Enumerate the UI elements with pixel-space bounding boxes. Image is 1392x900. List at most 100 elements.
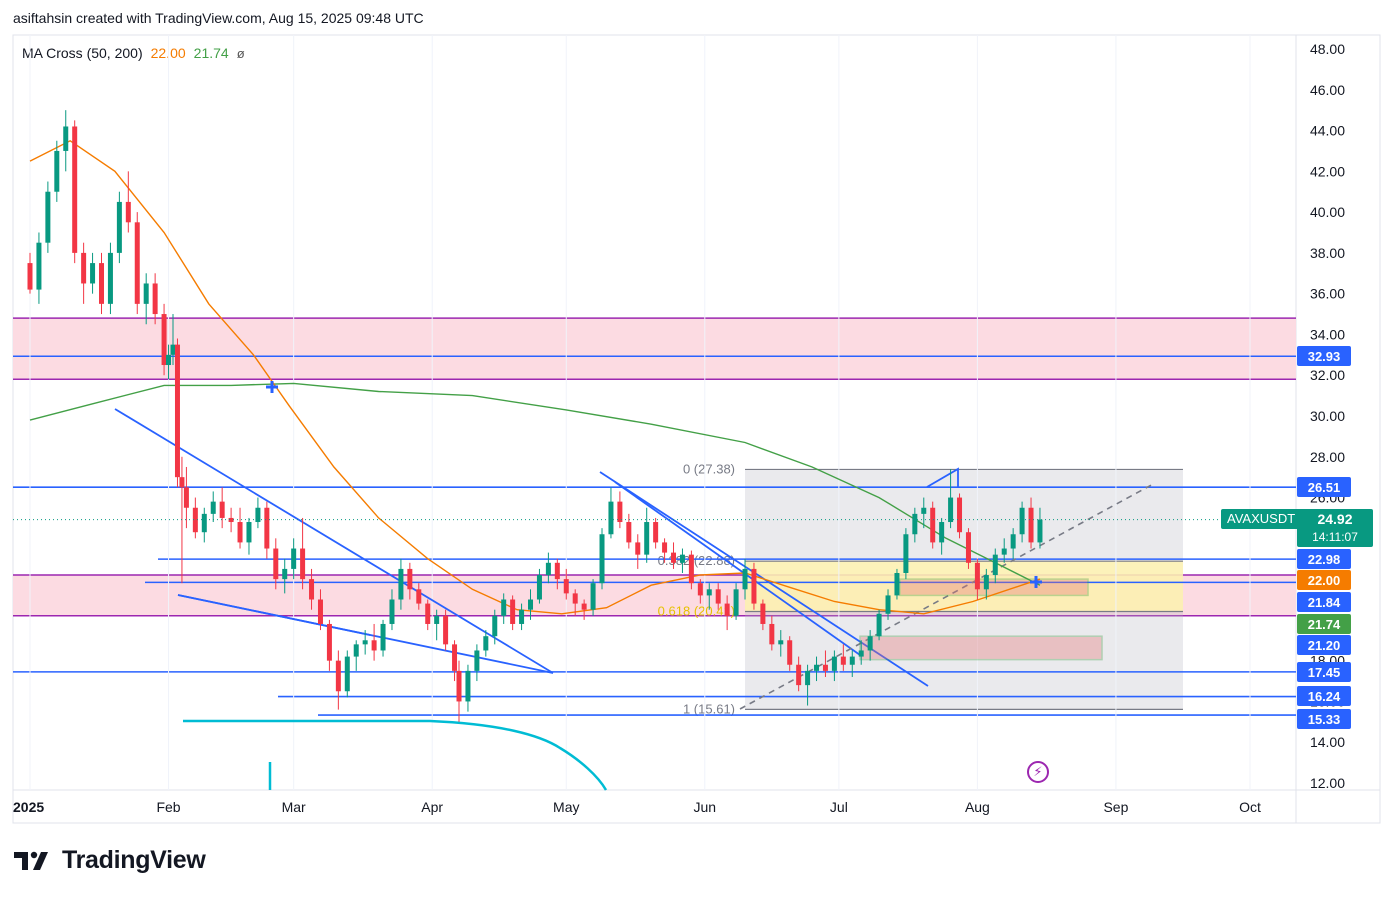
candle-body — [90, 263, 96, 284]
candle-body — [161, 314, 167, 366]
price-badge-label: 16.24 — [1308, 689, 1341, 704]
candle-body — [885, 595, 891, 614]
candle-body — [822, 664, 828, 671]
candle-body — [380, 623, 386, 651]
lightning-icon[interactable]: ⚡ — [1027, 761, 1049, 783]
fib-level-label: 0.618 (20.41) — [658, 604, 735, 619]
candle-body — [590, 583, 596, 610]
candle-body — [27, 263, 33, 290]
price-badge-label: 21.20 — [1308, 638, 1341, 653]
price-badge-label: 21.74 — [1308, 617, 1341, 632]
candle-body — [273, 548, 279, 580]
x-tick-label: Jun — [694, 799, 717, 815]
candle-body — [939, 522, 945, 543]
order-block — [899, 578, 1089, 597]
ma-cross-marker — [1030, 576, 1042, 588]
y-tick-label: 12.00 — [1310, 775, 1345, 791]
candle-body — [152, 283, 158, 315]
candles-group — [27, 110, 1043, 722]
candle-body — [778, 640, 784, 645]
candle-body — [1037, 519, 1043, 543]
y-tick-label: 36.00 — [1310, 286, 1345, 302]
x-tick-label: Mar — [282, 799, 306, 815]
candle-body — [237, 522, 243, 543]
ma200-value: 21.74 — [193, 45, 229, 61]
candle-body — [353, 644, 359, 657]
candle-body — [894, 572, 900, 596]
y-tick-label: 44.00 — [1310, 123, 1345, 139]
candle-body — [501, 599, 507, 616]
candle-body — [317, 599, 323, 624]
candle-body — [407, 568, 413, 590]
candle-body — [867, 636, 873, 651]
candle-body — [228, 517, 234, 523]
candle-body — [416, 589, 422, 604]
candle-body — [474, 650, 480, 671]
x-tick-label: May — [553, 799, 579, 815]
candle-body — [210, 501, 216, 514]
price-badge — [1297, 477, 1351, 497]
price-badge — [1297, 662, 1351, 682]
candle-body — [671, 552, 677, 563]
candle-body — [264, 507, 270, 549]
indicator-legend[interactable]: MA Cross (50, 200) 22.00 21.74 ø — [22, 45, 245, 61]
candle-body — [948, 497, 954, 523]
candle-body — [957, 497, 963, 533]
order-block — [859, 635, 1103, 661]
candle-body — [724, 603, 730, 616]
price-badge — [1297, 549, 1351, 569]
candle-body — [921, 507, 927, 514]
candle-body — [876, 613, 882, 637]
candle-body — [563, 579, 569, 594]
candle-body — [183, 487, 189, 508]
trendline — [177, 594, 371, 636]
y-tick-label: 40.00 — [1310, 204, 1345, 220]
candle-body — [930, 507, 936, 543]
indicator-symbol-icon[interactable]: ø — [236, 45, 245, 61]
price-badge-label: 26.51 — [1308, 480, 1341, 495]
candle-body — [335, 660, 341, 692]
candle-body — [344, 656, 350, 692]
candle-body — [608, 501, 614, 535]
candle-body — [255, 507, 261, 523]
candle-body — [179, 477, 185, 488]
indicator-line — [183, 719, 608, 791]
candle-body — [814, 664, 820, 671]
candle-body — [326, 623, 332, 661]
x-tick-label: Feb — [156, 799, 180, 815]
candle-body — [1001, 548, 1007, 555]
candle-body — [371, 640, 377, 651]
candle-body — [536, 575, 542, 600]
x-tick-label: Sep — [1103, 799, 1128, 815]
candle-body — [653, 522, 659, 543]
candle-body — [733, 589, 739, 616]
candle-body — [170, 344, 176, 355]
candle-body — [1019, 507, 1025, 535]
candle-body — [174, 344, 180, 478]
ma50-line — [29, 139, 1041, 615]
candle-body — [697, 583, 703, 596]
candle-body — [45, 191, 51, 243]
candle-body — [456, 670, 462, 702]
candle-body — [492, 615, 498, 637]
candle-body — [840, 656, 846, 665]
candle-body — [309, 579, 315, 600]
candle-body — [965, 532, 971, 563]
candle-body — [805, 670, 811, 686]
candle-body — [545, 562, 551, 576]
candle-body — [849, 656, 855, 665]
price-badge — [1297, 592, 1351, 612]
y-tick-label: 14.00 — [1310, 734, 1345, 750]
projection-line — [926, 467, 959, 488]
y-tick-label: 38.00 — [1310, 245, 1345, 261]
candle-body — [992, 554, 998, 576]
fib-level-label: 0.382 (22.88) — [658, 553, 735, 568]
candle-body — [483, 636, 489, 651]
candle-body — [1028, 507, 1034, 543]
candle-body — [599, 534, 605, 584]
tradingview-logo-icon — [14, 851, 48, 870]
fib-level-label: 0 (27.38) — [683, 461, 735, 476]
y-tick-label: 34.00 — [1310, 326, 1345, 342]
candle-body — [787, 640, 793, 665]
